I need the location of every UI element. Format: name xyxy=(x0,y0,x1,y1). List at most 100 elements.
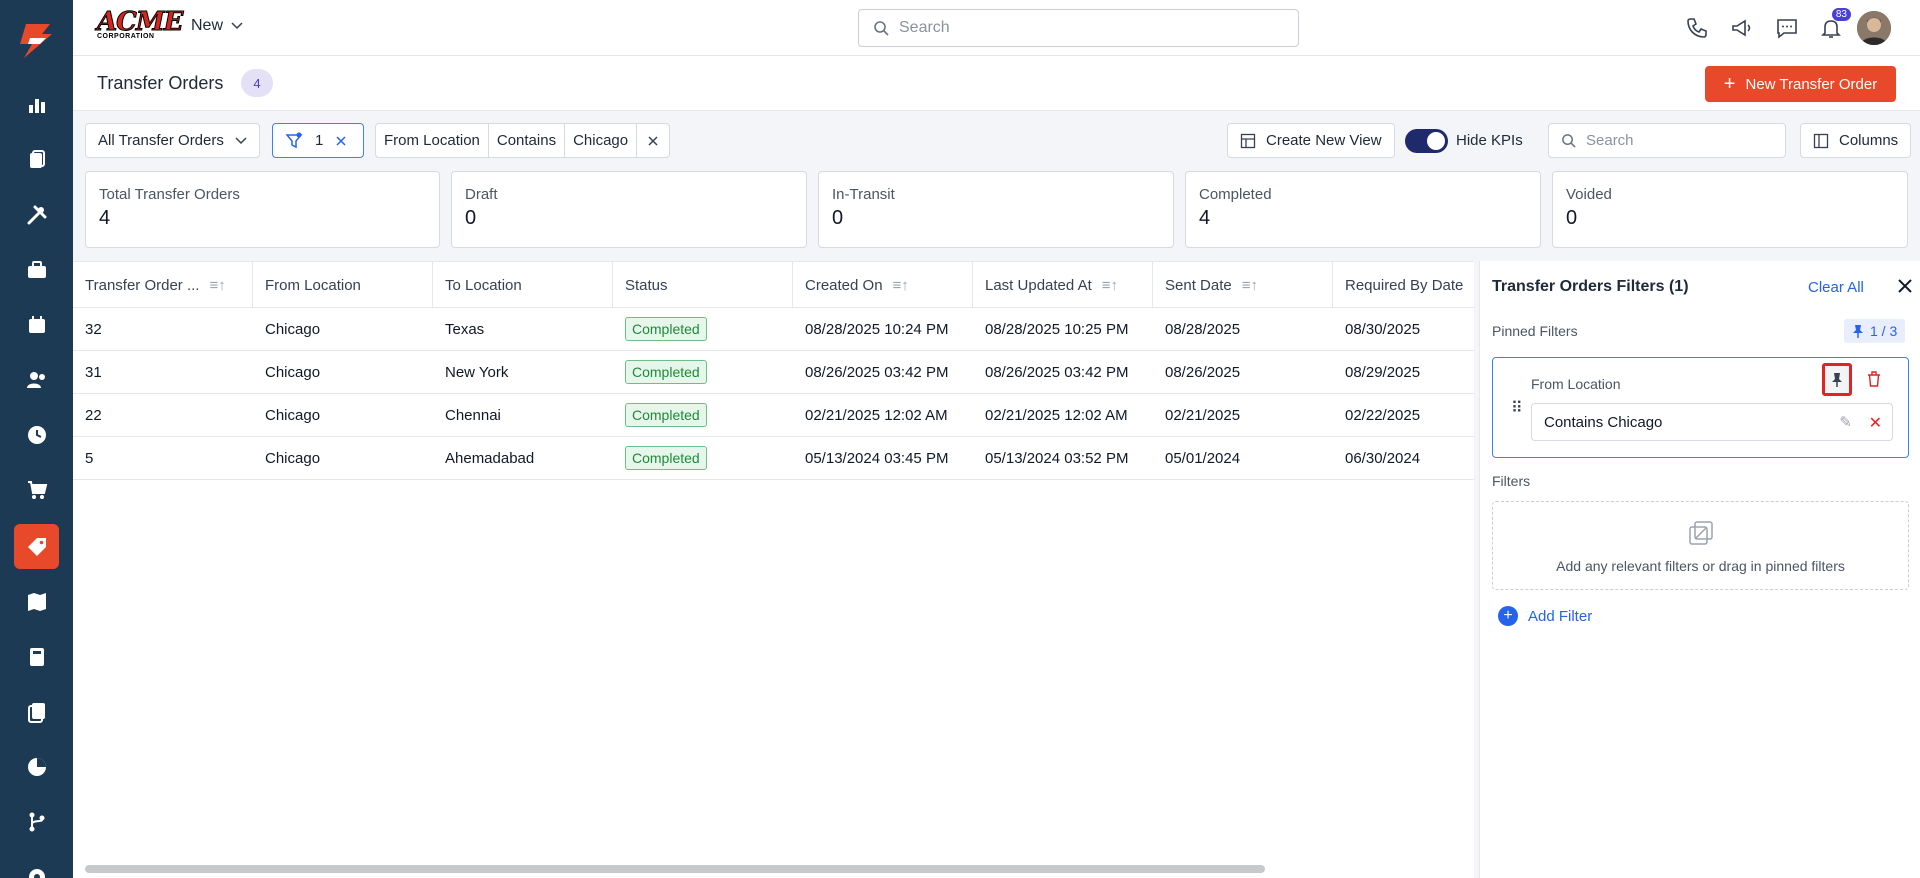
table-search-placeholder: Search xyxy=(1586,132,1634,149)
sort-icon[interactable]: ≡↑ xyxy=(209,276,226,294)
table-search-input[interactable]: Search xyxy=(1548,123,1786,158)
status-badge: Completed xyxy=(625,360,707,384)
chevron-down-icon xyxy=(235,136,247,144)
filter-drop-zone[interactable]: Add any relevant filters or drag in pinn… xyxy=(1492,501,1909,590)
pin-icon xyxy=(1832,372,1842,387)
column-header-created-on[interactable]: Created On ≡↑ xyxy=(793,262,973,308)
hide-kpis-toggle[interactable] xyxy=(1405,129,1448,153)
drop-zone-hint: Add any relevant filters or drag in pinn… xyxy=(1556,558,1845,574)
scrollbar-thumb[interactable] xyxy=(85,865,1265,873)
clock-icon[interactable] xyxy=(14,412,59,457)
condition-operator: Contains xyxy=(489,124,566,157)
users-icon[interactable] xyxy=(14,357,59,402)
calculator-icon[interactable] xyxy=(14,634,59,679)
column-header-transfer-order[interactable]: Transfer Order ... ≡↑ xyxy=(73,262,253,308)
new-transfer-order-button[interactable]: + New Transfer Order xyxy=(1705,66,1896,102)
condition-field: From Location xyxy=(376,124,489,157)
plus-icon: + xyxy=(1723,73,1736,95)
table-row[interactable]: 31 Chicago New York Completed 08/26/2025… xyxy=(73,351,1474,394)
table-row[interactable]: 5 Chicago Ahemadabad Completed 05/13/202… xyxy=(73,437,1474,480)
create-new-view-label: Create New View xyxy=(1266,132,1382,149)
column-header-required-by[interactable]: Required By Date xyxy=(1345,276,1464,294)
view-select-label: All Transfer Orders xyxy=(98,132,224,149)
new-transfer-order-label: New Transfer Order xyxy=(1745,75,1878,93)
pinned-filters-heading: Pinned Filters xyxy=(1492,323,1578,339)
active-filter-toggle[interactable]: 1 xyxy=(272,123,364,158)
columns-icon xyxy=(1813,133,1829,148)
calendar-icon[interactable] xyxy=(14,302,59,347)
close-icon[interactable] xyxy=(1895,276,1915,296)
megaphone-icon[interactable] xyxy=(1728,14,1756,42)
kpi-card-voided: Voided 0 xyxy=(1552,171,1908,248)
horizontal-scrollbar[interactable] xyxy=(85,865,1455,873)
columns-button[interactable]: Columns xyxy=(1800,123,1912,158)
filters-panel-title: Transfer Orders Filters (1) xyxy=(1492,278,1689,295)
page-header: Transfer Orders 4 + New Transfer Order xyxy=(73,56,1920,111)
unpin-button[interactable] xyxy=(1822,363,1852,396)
global-search-input[interactable]: Search xyxy=(858,9,1299,47)
new-dropdown[interactable]: New xyxy=(191,17,243,35)
sort-icon[interactable]: ≡↑ xyxy=(892,276,909,294)
close-icon[interactable]: ✕ xyxy=(1868,415,1882,432)
column-header-from-location[interactable]: From Location xyxy=(253,262,433,308)
workflow-icon[interactable] xyxy=(14,799,59,844)
chat-icon[interactable] xyxy=(1773,14,1801,42)
app-logo-icon[interactable] xyxy=(16,20,56,60)
global-search-placeholder: Search xyxy=(899,19,950,36)
documents-icon[interactable] xyxy=(14,689,59,734)
close-icon[interactable] xyxy=(335,135,347,147)
sort-icon[interactable]: ≡↑ xyxy=(1101,276,1119,294)
notification-bell-icon[interactable]: 83 xyxy=(1817,8,1851,42)
edit-pencil-icon[interactable]: ✎ xyxy=(1839,414,1852,431)
filter-condition-chip[interactable]: From Location Contains Chicago xyxy=(375,123,671,158)
settings-icon[interactable] xyxy=(14,854,59,878)
map-icon[interactable] xyxy=(14,579,59,624)
phone-icon[interactable] xyxy=(1683,14,1711,42)
sidebar xyxy=(0,0,73,878)
filters-heading: Filters xyxy=(1492,473,1531,489)
clipboard-icon[interactable] xyxy=(14,137,59,182)
view-select[interactable]: All Transfer Orders xyxy=(85,123,260,158)
search-icon xyxy=(1562,134,1576,148)
table-icon xyxy=(1240,133,1256,148)
table-row[interactable]: 22 Chicago Chennai Completed 02/21/2025 … xyxy=(73,394,1474,437)
column-header-to-location[interactable]: To Location xyxy=(433,262,613,308)
user-avatar[interactable] xyxy=(1857,11,1891,45)
condition-value: Chicago xyxy=(565,124,638,157)
reports-icon[interactable] xyxy=(14,82,59,127)
sort-icon[interactable]: ≡↑ xyxy=(1241,276,1258,294)
pinned-count-badge: 1 / 3 xyxy=(1844,319,1906,343)
pinned-filter-field: From Location xyxy=(1531,376,1621,392)
tools-icon[interactable] xyxy=(14,192,59,237)
status-badge: Completed xyxy=(625,403,707,427)
column-header-status[interactable]: Status xyxy=(613,262,793,308)
pinned-filter-value-field[interactable]: Contains Chicago ✎ ✕ xyxy=(1531,403,1893,441)
company-logo[interactable]: ACME CORPORATION xyxy=(97,7,184,41)
kpi-card-total: Total Transfer Orders 4 xyxy=(85,171,440,248)
column-header-sent-date[interactable]: Sent Date ≡↑ xyxy=(1153,262,1333,308)
column-header-last-updated[interactable]: Last Updated At ≡↑ xyxy=(973,262,1153,308)
table-header: Transfer Order ... ≡↑ From Location To Lo… xyxy=(73,262,1474,308)
chevron-down-icon xyxy=(231,22,243,30)
pin-icon xyxy=(1853,325,1863,338)
table-row[interactable]: 32 Chicago Texas Completed 08/28/2025 10… xyxy=(73,308,1474,351)
add-filter-label: Add Filter xyxy=(1528,607,1593,625)
status-badge: Completed xyxy=(625,317,707,341)
clear-all-link[interactable]: Clear All xyxy=(1808,279,1864,296)
cart-icon[interactable] xyxy=(14,467,59,512)
pinned-filter-card: ⠿ From Location Contains Chicago ✎ ✕ xyxy=(1492,357,1909,458)
notification-count-badge: 83 xyxy=(1831,8,1851,21)
add-filter-button[interactable]: + Add Filter xyxy=(1498,606,1592,626)
columns-label: Columns xyxy=(1839,132,1899,149)
kpi-card-in-transit: In-Transit 0 xyxy=(818,171,1174,248)
tag-icon[interactable] xyxy=(14,524,59,569)
drag-handle-icon[interactable]: ⠿ xyxy=(1511,400,1523,417)
trash-icon[interactable] xyxy=(1865,370,1883,388)
briefcase-icon[interactable] xyxy=(14,247,59,292)
page-title: Transfer Orders xyxy=(97,73,224,93)
pie-chart-icon[interactable] xyxy=(14,744,59,789)
copy-icon xyxy=(1689,521,1713,545)
remove-condition-button[interactable] xyxy=(637,124,669,157)
status-badge: Completed xyxy=(625,446,707,470)
create-new-view-button[interactable]: Create New View xyxy=(1227,123,1395,158)
